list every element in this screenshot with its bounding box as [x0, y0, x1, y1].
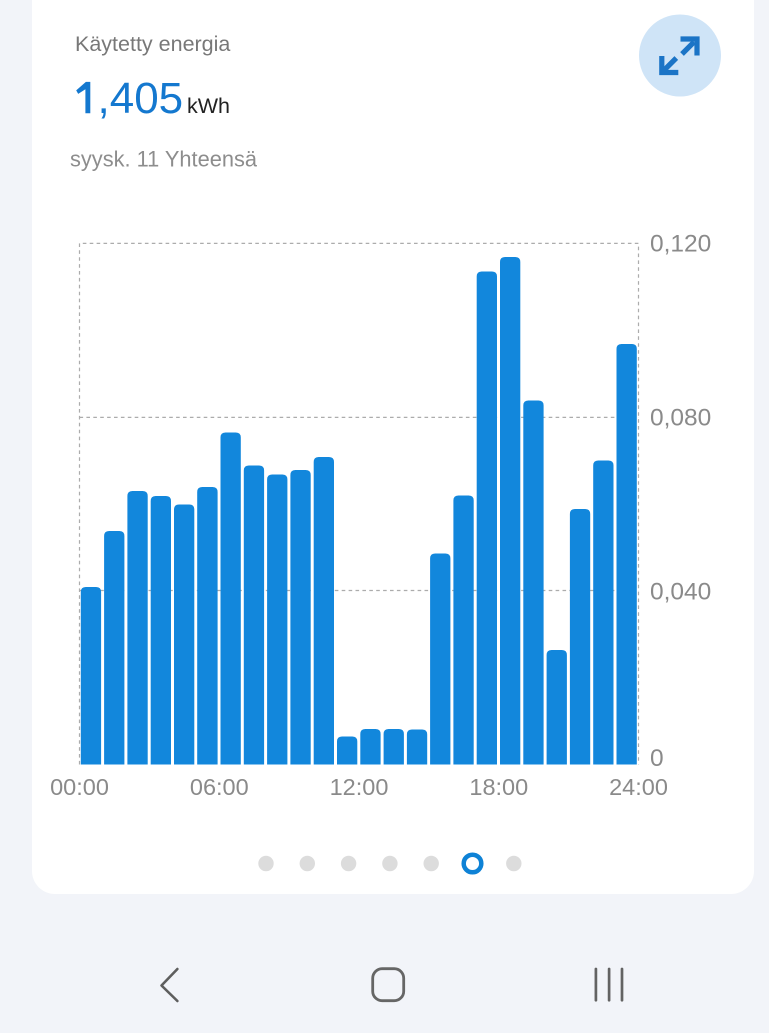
svg-text:,405: ,405: [98, 74, 184, 123]
svg-text:12:00: 12:00: [330, 774, 389, 800]
svg-text:Käytetty energia: Käytetty energia: [75, 32, 230, 56]
svg-text:06:00: 06:00: [190, 774, 249, 800]
svg-text:0,040: 0,040: [650, 578, 711, 605]
svg-text:00:00: 00:00: [50, 774, 109, 800]
svg-text:0: 0: [650, 745, 664, 772]
svg-text:0,080: 0,080: [650, 404, 711, 431]
svg-text:24:00: 24:00: [609, 774, 668, 800]
svg-text:0,120: 0,120: [650, 230, 711, 257]
svg-text:18:00: 18:00: [469, 774, 528, 800]
svg-text:syysk. 11 Yhteensä: syysk. 11 Yhteensä: [70, 147, 258, 172]
svg-text:kWh: kWh: [187, 94, 230, 118]
